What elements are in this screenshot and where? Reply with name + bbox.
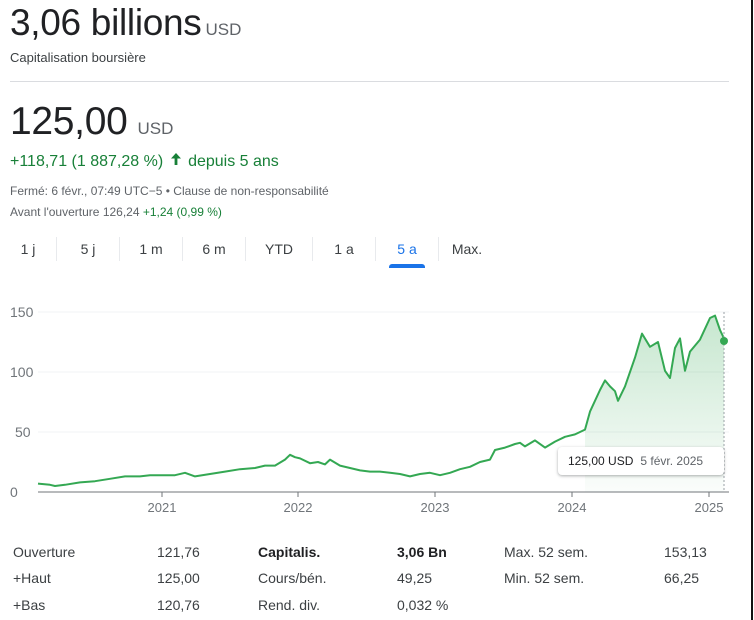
tooltip-price: 125,00 USD bbox=[568, 454, 634, 468]
range-tabs: 1 j 5 j 1 m 6 m YTD 1 a 5 a Max. bbox=[0, 236, 495, 270]
svg-text:2021: 2021 bbox=[148, 500, 177, 515]
premarket-info: Avant l'ouverture 126,24 +1,24 (0,99 %) bbox=[10, 205, 222, 219]
tab-5-years[interactable]: 5 a bbox=[376, 236, 438, 262]
price-line bbox=[37, 314, 725, 487]
chart-tooltip: 125,00 USD 5 févr. 2025 bbox=[558, 447, 724, 475]
stat-value-high: 125,00 bbox=[157, 570, 200, 586]
market-cap-value: 3,06 billions bbox=[10, 2, 202, 43]
x-axis-labels: 2021 2022 2023 2024 2025 bbox=[148, 500, 724, 515]
stat-value-pe-ratio: 49,25 bbox=[397, 570, 433, 586]
tab-separator bbox=[56, 237, 57, 261]
svg-text:2024: 2024 bbox=[558, 500, 587, 515]
stat-value-dividend-yield: 0,032 % bbox=[397, 597, 449, 613]
tab-1-year[interactable]: 1 a bbox=[334, 241, 354, 257]
svg-text:2025: 2025 bbox=[695, 500, 724, 515]
tab-separator bbox=[119, 237, 120, 261]
stat-label-52w-low: Min. 52 sem. bbox=[504, 570, 585, 586]
tab-separator bbox=[245, 237, 246, 261]
tooltip-date: 5 févr. 2025 bbox=[640, 454, 704, 468]
closed-info: Fermé: 6 févr., 07:49 UTC−5 • bbox=[10, 184, 170, 198]
market-status: Fermé: 6 févr., 07:49 UTC−5 • Clause de … bbox=[10, 184, 329, 198]
stat-label-low: +Bas bbox=[13, 597, 46, 613]
arrow-up-icon bbox=[170, 152, 182, 171]
window-border bbox=[751, 0, 753, 620]
tab-separator bbox=[312, 237, 313, 261]
divider bbox=[10, 81, 729, 82]
stat-label-high: +Haut bbox=[13, 570, 51, 586]
change-period: depuis 5 ans bbox=[188, 153, 279, 170]
stat-value-market-cap: 3,06 Bn bbox=[397, 544, 447, 560]
stat-label-dividend-yield: Rend. div. bbox=[258, 597, 320, 613]
current-point-marker bbox=[720, 337, 728, 345]
svg-text:50: 50 bbox=[15, 424, 31, 440]
tab-ytd[interactable]: YTD bbox=[265, 241, 293, 257]
price-unit: USD bbox=[137, 119, 174, 138]
tab-separator bbox=[438, 237, 439, 261]
svg-text:2022: 2022 bbox=[284, 500, 313, 515]
price-change: +118,71 (1 887,28 %) depuis 5 ans bbox=[10, 152, 279, 171]
svg-text:2023: 2023 bbox=[421, 500, 450, 515]
change-amount: +118,71 (1 887,28 %) bbox=[10, 153, 164, 170]
tab-1-month[interactable]: 1 m bbox=[139, 241, 163, 257]
x-axis-ticks bbox=[161, 492, 710, 497]
svg-text:100: 100 bbox=[10, 364, 34, 380]
y-axis-labels: 150 100 50 0 bbox=[10, 304, 34, 500]
price-chart[interactable]: 150 100 50 0 2021 2022 2023 2024 2025 bbox=[0, 290, 754, 520]
tab-1-day[interactable]: 1 j bbox=[20, 241, 36, 257]
stat-label-pe-ratio: Cours/bén. bbox=[258, 570, 327, 586]
stat-value-52w-high: 153,13 bbox=[664, 544, 707, 560]
stat-value-open: 121,76 bbox=[157, 544, 200, 560]
market-cap-header: 3,06 billions USD bbox=[10, 2, 241, 44]
stat-value-low: 120,76 bbox=[157, 597, 200, 613]
price-header: 125,00 USD bbox=[10, 100, 173, 144]
stat-label-market-cap: Capitalis. bbox=[258, 544, 321, 560]
tab-6-months[interactable]: 6 m bbox=[202, 241, 226, 257]
premarket-label: Avant l'ouverture bbox=[10, 205, 100, 219]
premarket-change: +1,24 (0,99 %) bbox=[142, 205, 222, 219]
svg-text:0: 0 bbox=[10, 484, 18, 500]
stat-value-52w-low: 66,25 bbox=[664, 570, 700, 586]
market-cap-unit: USD bbox=[205, 20, 242, 39]
price-value: 125,00 bbox=[10, 100, 128, 143]
market-cap-label: Capitalisation boursière bbox=[10, 50, 146, 65]
tab-separator bbox=[182, 237, 183, 261]
tab-5-days[interactable]: 5 j bbox=[80, 241, 96, 257]
tab-max[interactable]: Max. bbox=[451, 241, 483, 257]
svg-text:150: 150 bbox=[10, 304, 34, 320]
stat-label-52w-high: Max. 52 sem. bbox=[504, 544, 589, 560]
disclaimer-link[interactable]: Clause de non-responsabilité bbox=[173, 184, 329, 198]
premarket-price: 126,24 bbox=[102, 205, 140, 219]
stat-label-open: Ouverture bbox=[13, 544, 76, 560]
